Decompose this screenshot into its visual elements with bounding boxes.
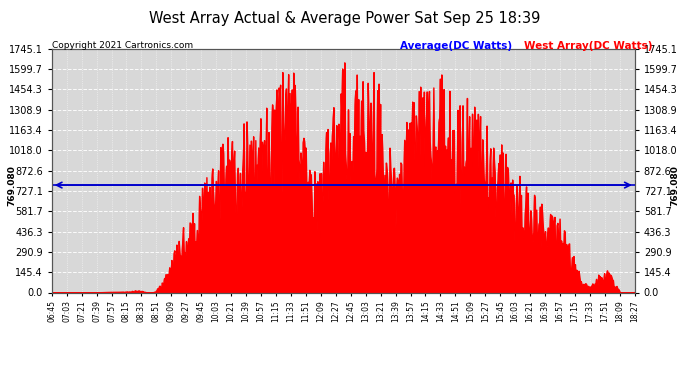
Text: West Array(DC Watts): West Array(DC Watts) [524,41,653,51]
Text: Copyright 2021 Cartronics.com: Copyright 2021 Cartronics.com [52,41,193,50]
Text: 769.080: 769.080 [670,165,679,206]
Text: Average(DC Watts): Average(DC Watts) [400,41,512,51]
Text: 769.080: 769.080 [8,165,17,206]
Text: West Array Actual & Average Power Sat Sep 25 18:39: West Array Actual & Average Power Sat Se… [149,11,541,26]
